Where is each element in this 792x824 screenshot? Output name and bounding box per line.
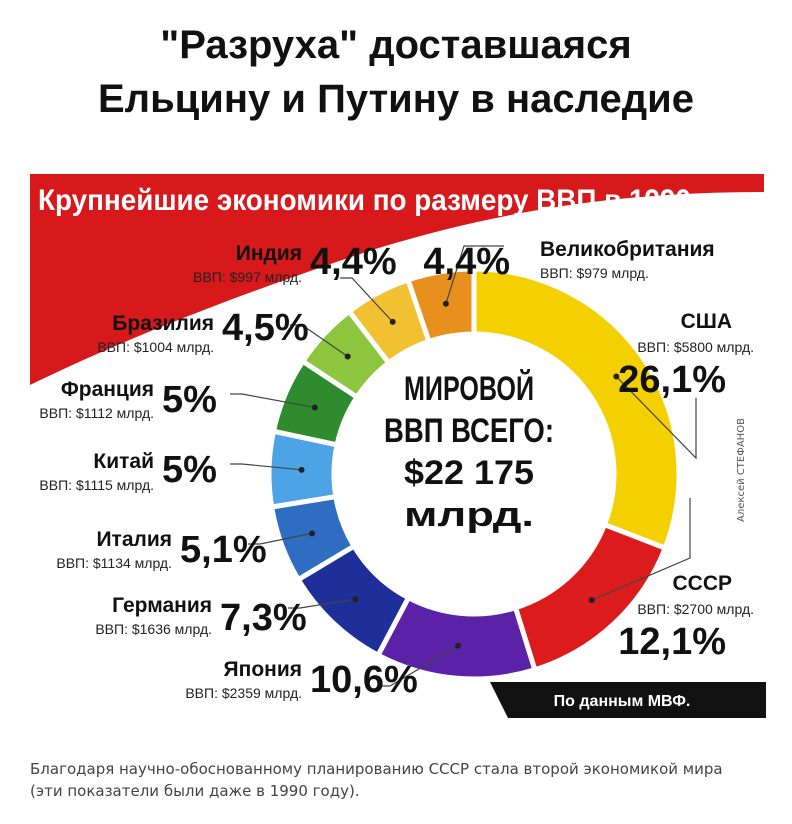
slice-9 [404,266,477,345]
slice-gdp: ВВП: $997 млрд. [193,269,302,285]
leader-dot [344,353,351,360]
title-banner: Крупнейшие экономики по размеру ВВП в 19… [30,174,764,385]
chart-title: Крупнейшие экономики по размеру ВВП в 19… [38,184,760,217]
center-line-1: ВВП ВСЕГО: [384,412,554,450]
leader-line [230,463,302,471]
slice-name: Япония [224,658,302,681]
slice-name: США [681,310,732,333]
page-title: "Разруха" доставшаяся Ельцину и Путину в… [0,18,792,126]
leader-line [248,532,313,545]
slice-gdp: ВВП: $1112 млрд. [39,405,154,421]
caption: Благодаря научно-обоснованному планирова… [30,758,770,802]
slice-label-6: Франция ВВП: $1112 млрд. 5% [39,378,217,421]
slice-label-5: Китай ВВП: $1115 млрд. 5% [39,449,217,493]
slice-labels: США ВВП: $5800 млрд. 26,1% СССР ВВП: $2700 м… [39,238,754,701]
slice-percent: 5% [162,449,217,491]
slice-label-4: Италия ВВП: $1134 млрд. 5,1% [56,528,266,571]
slice-name: Бразилия [112,312,214,335]
center-line-0: МИРОВОЙ [404,369,534,408]
slice-label-0: США ВВП: $5800 млрд. 26,1% [618,310,754,401]
slice-percent: 4,5% [222,307,309,349]
slice-name: Индия [236,242,302,265]
slice-gdp: ВВП: $2700 млрд. [637,601,754,617]
leader-dot [298,466,305,473]
slice-percent: 5,1% [180,529,267,571]
slice-name: Китай [93,450,154,473]
slice-label-9: 4,4% Великобритания ВВП: $979 млрд. [423,238,714,283]
center-line-2: $22 175 [404,454,534,492]
slice-percent: 4,4% [423,241,510,283]
leader-line [591,498,691,601]
slice-gdp: ВВП: $2359 млрд. [185,685,302,701]
slice-label-8: Индия ВВП: $997 млрд. 4,4% [193,241,397,285]
leader-dot [442,300,449,307]
leader-dot [454,642,461,649]
leader-dot [613,373,620,380]
slice-gdp: ВВП: $1134 млрд. [56,555,172,571]
slice-gdp: ВВП: $1115 млрд. [39,477,154,493]
slice-percent: 26,1% [618,359,726,401]
leader-lines [230,245,697,687]
leader-line [378,645,459,687]
leader-dot [309,530,316,537]
leader-line [340,277,394,323]
slice-label-2: Япония ВВП: $2359 млрд. 10,6% [185,658,417,701]
slice-percent: 7,3% [220,597,307,639]
author-credit: Алексей СТЕФАНОВ [736,418,747,522]
page-title-line-1: "Разруха" доставшаяся [160,23,632,67]
leader-dot [588,597,595,604]
leader-line [288,598,356,609]
slice-name: Франция [61,378,154,401]
slice-label-7: Бразилия ВВП: $1004 млрд. 4,5% [97,307,308,355]
slice-0 [471,266,682,552]
leader-dot [389,318,396,325]
slice-gdp: ВВП: $979 млрд. [540,265,649,281]
slice-label-1: СССР ВВП: $2700 млрд. 12,1% [618,572,754,663]
source-label: По данным МВФ. [554,693,691,710]
caption-line-1: Благодаря научно-обоснованному планирова… [30,760,723,778]
slice-percent: 4,4% [310,241,397,283]
gdp-donut-chart: Крупнейшие экономики по размеру ВВП в 19… [30,174,766,718]
slice-name: Италия [96,528,172,551]
donut-hole [336,336,612,612]
slice-name: СССР [672,572,732,595]
slice-name: Германия [112,594,212,617]
slice-gdp: ВВП: $5800 млрд. [637,339,754,355]
slice-gdp: ВВП: $1004 млрд. [97,339,214,355]
center-total: МИРОВОЙ ВВП ВСЕГО: $22 175 млрд. [384,369,554,534]
slice-percent: 5% [162,379,217,421]
slice-percent: 10,6% [310,659,418,701]
banner-shape [30,174,764,385]
center-line-3: млрд. [404,496,534,534]
slice-label-3: Германия ВВП: $1636 млрд. 7,3% [95,594,306,639]
leader-line [290,324,349,358]
caption-line-2: (эти показатели были даже в 1990 году). [30,782,360,800]
slice-name: Великобритания [540,238,715,261]
source-bar-shape [490,682,766,718]
source-bar: По данным МВФ. Алексей СТЕФАНОВ [490,418,766,718]
leader-dot [352,596,359,603]
leader-line [615,376,697,460]
leader-dot [311,404,318,411]
infographic-card: Крупнейшие экономики по размеру ВВП в 19… [22,170,770,720]
page-title-line-2: Ельцину и Путину в наследие [98,77,694,121]
slice-percent: 12,1% [618,621,726,663]
leader-line [230,393,315,409]
slice-gdp: ВВП: $1636 млрд. [95,621,212,637]
leader-line [445,245,504,304]
